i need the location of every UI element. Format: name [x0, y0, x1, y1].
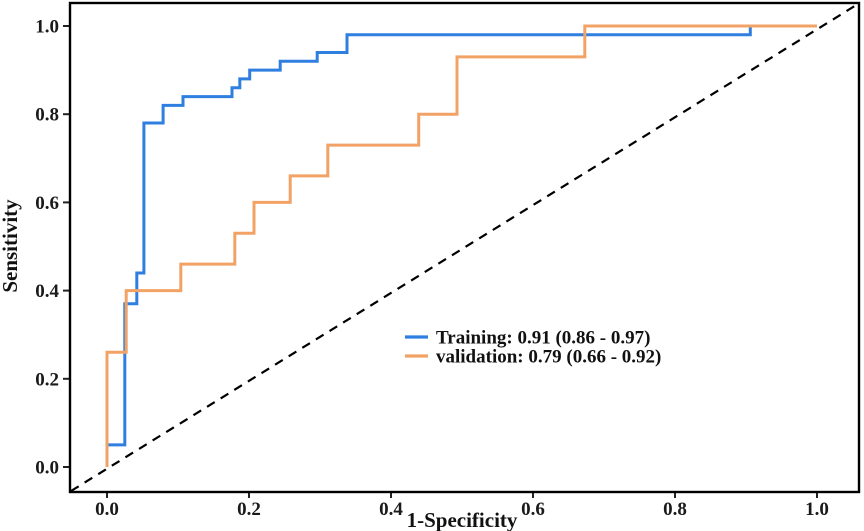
y-tick-label: 0.8: [35, 105, 59, 126]
y-tick-label: 0.6: [35, 193, 59, 214]
x-tick-label: 0.0: [95, 499, 119, 520]
y-tick-label: 0.4: [35, 281, 59, 302]
x-tick-label: 0.4: [379, 499, 403, 520]
x-tick-label: 0.2: [237, 499, 261, 520]
x-axis-title: 1-Specificity: [407, 508, 518, 531]
y-axis-title: Sensitivity: [0, 199, 22, 293]
validation-legend-label: validation: 0.79 (0.66 - 0.92): [436, 347, 661, 368]
x-tick-label: 0.8: [663, 499, 687, 520]
chance-diagonal-line: [70, 3, 859, 492]
y-tick-label: 1.0: [35, 17, 59, 38]
validation-roc-curve: [105, 24, 817, 467]
training-legend-label: Training: 0.91 (0.86 - 0.97): [436, 328, 650, 349]
y-axis-ticks-group: 0.0 0.2 0.4 0.6 0.8 1.0: [35, 17, 70, 479]
legend: Training: 0.91 (0.86 - 0.97)validation: …: [405, 328, 661, 368]
plot-panel-border: [68, 1, 861, 494]
x-axis-ticks-group: 0.0 0.2 0.4 0.6 0.8 1.0: [95, 492, 829, 520]
roc-curves-group: [105, 24, 817, 467]
x-tick-label: 1.0: [805, 499, 829, 520]
y-tick-label: 0.2: [35, 369, 59, 390]
training-roc-curve: [105, 24, 817, 467]
y-tick-label: 0.0: [35, 458, 59, 479]
x-tick-label: 0.6: [521, 499, 545, 520]
